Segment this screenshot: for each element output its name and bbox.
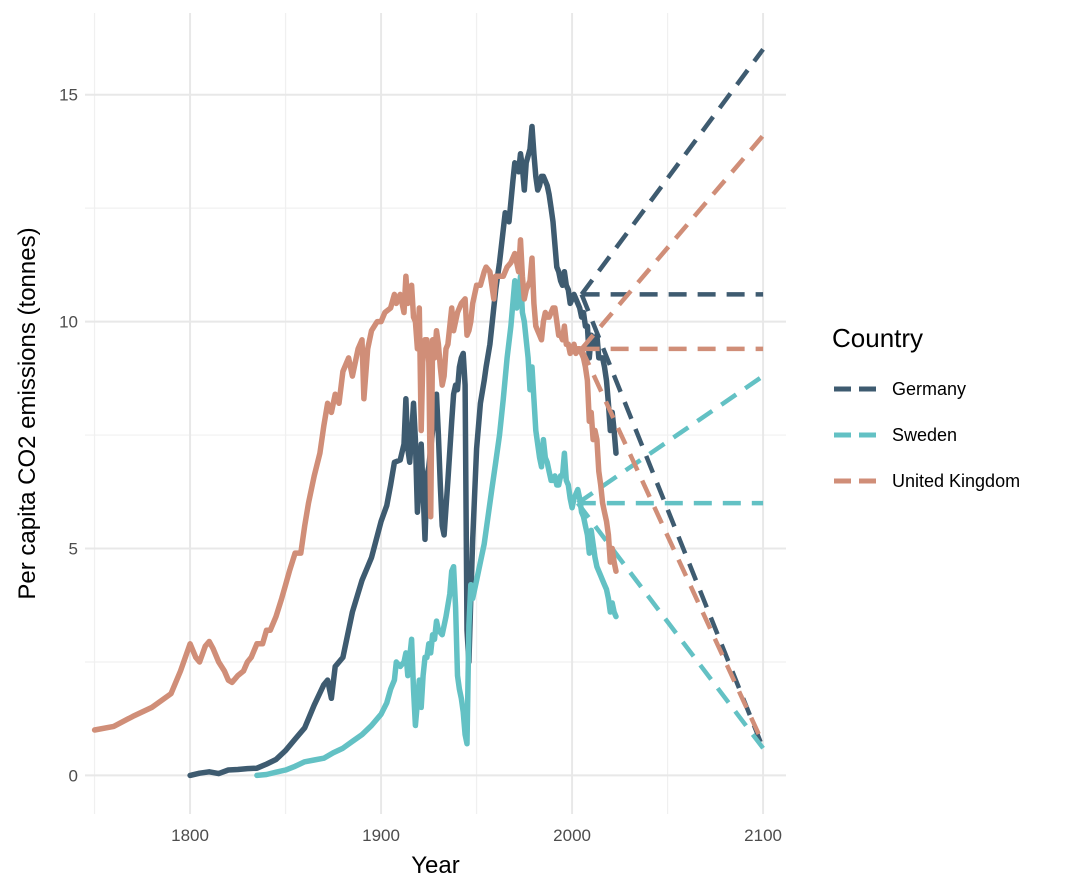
x-tick-label: 2000 xyxy=(553,826,591,845)
series-line-sweden xyxy=(254,273,619,779)
projection-line-united-kingdom-3 xyxy=(579,347,766,745)
x-tick-label: 1800 xyxy=(171,826,209,845)
y-tick-label: 15 xyxy=(59,86,78,105)
y-tick-label: 10 xyxy=(59,313,78,332)
projection-line-united-kingdom-1 xyxy=(579,134,765,351)
y-tick-label: 5 xyxy=(69,540,78,559)
y-tick-label: 0 xyxy=(69,766,78,785)
series-line-germany xyxy=(187,123,619,779)
legend-label-united-kingdom: United Kingdom xyxy=(892,471,1020,491)
series-line-united-kingdom xyxy=(91,237,619,733)
x-axis-title: Year xyxy=(411,852,460,879)
projection-line-germany-1 xyxy=(579,47,765,296)
y-axis-title: Per capita CO2 emissions (tonnes) xyxy=(14,227,41,599)
legend-label-sweden: Sweden xyxy=(892,425,957,445)
legend-title: Country xyxy=(832,323,923,353)
x-tick-label: 1900 xyxy=(362,826,400,845)
legend-label-germany: Germany xyxy=(892,379,966,399)
projection-line-sweden-1 xyxy=(576,374,765,505)
projection-line-sweden-3 xyxy=(576,501,765,750)
x-tick-label: 2100 xyxy=(744,826,782,845)
